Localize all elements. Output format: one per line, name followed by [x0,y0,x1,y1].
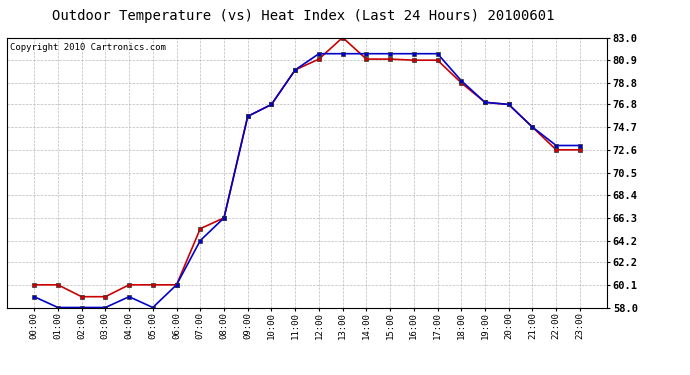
Text: Outdoor Temperature (vs) Heat Index (Last 24 Hours) 20100601: Outdoor Temperature (vs) Heat Index (Las… [52,9,555,23]
Text: Copyright 2010 Cartronics.com: Copyright 2010 Cartronics.com [10,43,166,52]
